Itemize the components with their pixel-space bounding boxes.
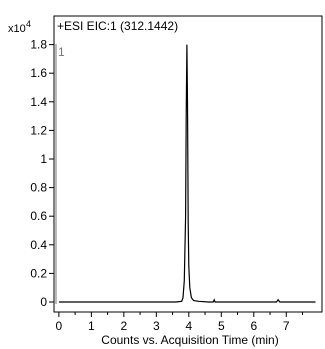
y-tick-label: 1 xyxy=(40,152,47,166)
y-tick-label: 0.6 xyxy=(30,209,47,223)
y-tick-label: 1.8 xyxy=(30,38,47,52)
series-line-eic xyxy=(58,44,316,303)
y-axis: 0 0.2 0.4 0.6 0.8 1 1.2 1.4 1.6 1.8 xyxy=(30,38,54,309)
x-tick-label: 4 xyxy=(185,319,192,333)
x-tick-label: 5 xyxy=(218,319,225,333)
trace-number-label: 1 xyxy=(58,45,65,59)
chart-title: +ESI EIC:1 (312.1442) xyxy=(57,19,178,33)
y-tick-label: 0.8 xyxy=(30,181,47,195)
x-tick-label: 0 xyxy=(56,319,63,333)
x-axis-label: Counts vs. Acquisition Time (min) xyxy=(101,333,278,347)
x-tick-label: 3 xyxy=(153,319,160,333)
y-tick-label: 0 xyxy=(40,295,47,309)
y-tick-label: 1.2 xyxy=(30,123,47,137)
x-tick-label: 7 xyxy=(283,319,290,333)
x-axis: 0 1 2 3 4 5 6 7 xyxy=(56,312,304,333)
x-tick-label: 2 xyxy=(120,319,127,333)
y-multiplier-exponent: 4 xyxy=(26,19,31,29)
x-tick-label: 1 xyxy=(88,319,95,333)
y-tick-label: 1.6 xyxy=(30,66,47,80)
y-tick-label: 0.4 xyxy=(30,238,47,252)
x-tick-label: 6 xyxy=(250,319,257,333)
y-tick-label: 1.4 xyxy=(30,95,47,109)
y-tick-label: 0.2 xyxy=(30,266,47,280)
y-multiplier-label: x10 xyxy=(8,23,26,35)
